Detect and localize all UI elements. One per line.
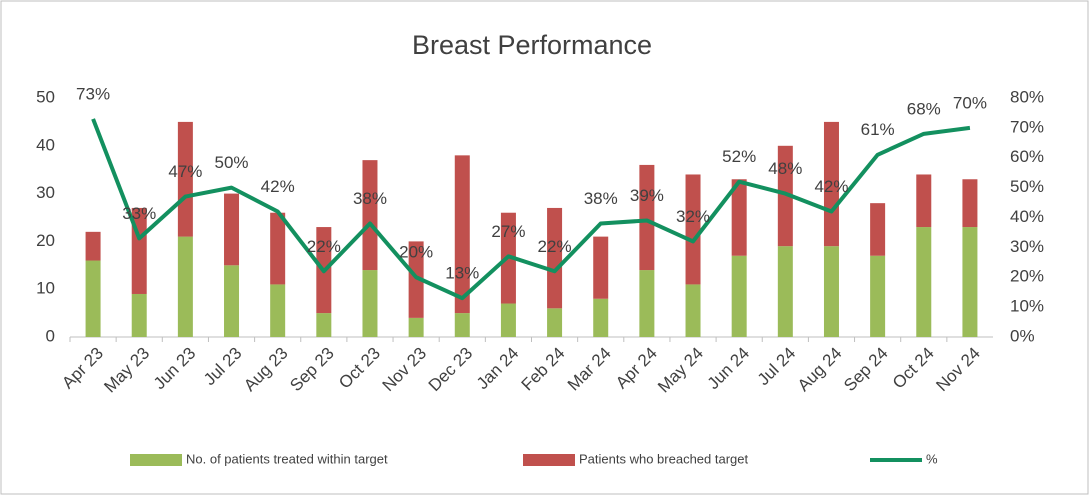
chart-title: Breast Performance [412, 30, 652, 60]
data-label: 68% [907, 99, 941, 118]
y2-tick-label: 40% [1010, 207, 1044, 226]
y-tick-label: 50 [36, 87, 55, 106]
legend-label: Patients who breached target [579, 451, 748, 466]
bar [823, 121, 839, 247]
data-label: 42% [261, 177, 295, 196]
data-label: 38% [353, 189, 387, 208]
bar [823, 246, 839, 337]
bar [362, 270, 378, 337]
y2-tick-label: 10% [1010, 297, 1044, 316]
bar [362, 160, 378, 271]
bar [916, 227, 932, 337]
bar [177, 121, 193, 237]
data-label: 50% [215, 153, 249, 172]
bar [270, 284, 286, 337]
bar [224, 265, 240, 337]
bar [916, 174, 932, 228]
legend-swatch [130, 454, 182, 466]
bar [500, 303, 516, 337]
data-label: 13% [445, 264, 479, 283]
y2-tick-label: 20% [1010, 267, 1044, 286]
data-label: 33% [122, 204, 156, 223]
bar [685, 174, 701, 285]
bar [777, 145, 793, 247]
data-label: 42% [814, 177, 848, 196]
bar [593, 298, 609, 337]
data-label: 32% [676, 207, 710, 226]
data-label: 27% [491, 222, 525, 241]
data-label: 22% [307, 237, 341, 256]
bar [547, 207, 563, 309]
y-tick-label: 10 [36, 279, 55, 298]
legend-label: % [926, 451, 938, 466]
bar [870, 203, 886, 256]
bar [777, 246, 793, 337]
line [91, 118, 971, 301]
y-tick-label: 20 [36, 231, 55, 250]
bar [454, 313, 470, 337]
y2-tick-label: 60% [1010, 147, 1044, 166]
data-label: 61% [861, 120, 895, 139]
data-label: 73% [76, 84, 110, 103]
bar [177, 236, 193, 337]
legend-swatch [523, 454, 575, 466]
bar [685, 284, 701, 337]
data-label: 70% [953, 93, 987, 112]
y-tick-label: 40 [36, 135, 55, 154]
data-label: 22% [538, 237, 572, 256]
bar [85, 231, 101, 261]
data-label: 47% [168, 162, 202, 181]
y2-tick-label: 0% [1010, 326, 1035, 345]
bar [408, 241, 424, 318]
bar [454, 155, 470, 314]
bar [731, 179, 747, 256]
data-label: 38% [584, 189, 618, 208]
bar [593, 236, 609, 299]
legend-label: No. of patients treated within target [186, 451, 388, 466]
bar [224, 193, 240, 266]
bar [547, 308, 563, 337]
bar [408, 317, 424, 337]
y-tick-label: 0 [46, 326, 55, 345]
y2-tick-label: 50% [1010, 177, 1044, 196]
y-tick-label: 30 [36, 183, 55, 202]
bar [731, 255, 747, 337]
bar [962, 227, 978, 337]
y2-tick-label: 70% [1010, 117, 1044, 136]
y2-tick-label: 80% [1010, 87, 1044, 106]
bar [962, 179, 978, 228]
bar [131, 293, 147, 337]
data-label: 20% [399, 243, 433, 262]
bar [316, 313, 332, 337]
data-label: 52% [722, 147, 756, 166]
bar [639, 164, 655, 271]
bar [870, 255, 886, 337]
data-label: 48% [768, 159, 802, 178]
data-label: 39% [630, 186, 664, 205]
y2-tick-label: 30% [1010, 237, 1044, 256]
bar [639, 270, 655, 337]
bar [270, 212, 286, 285]
bar [85, 260, 101, 337]
